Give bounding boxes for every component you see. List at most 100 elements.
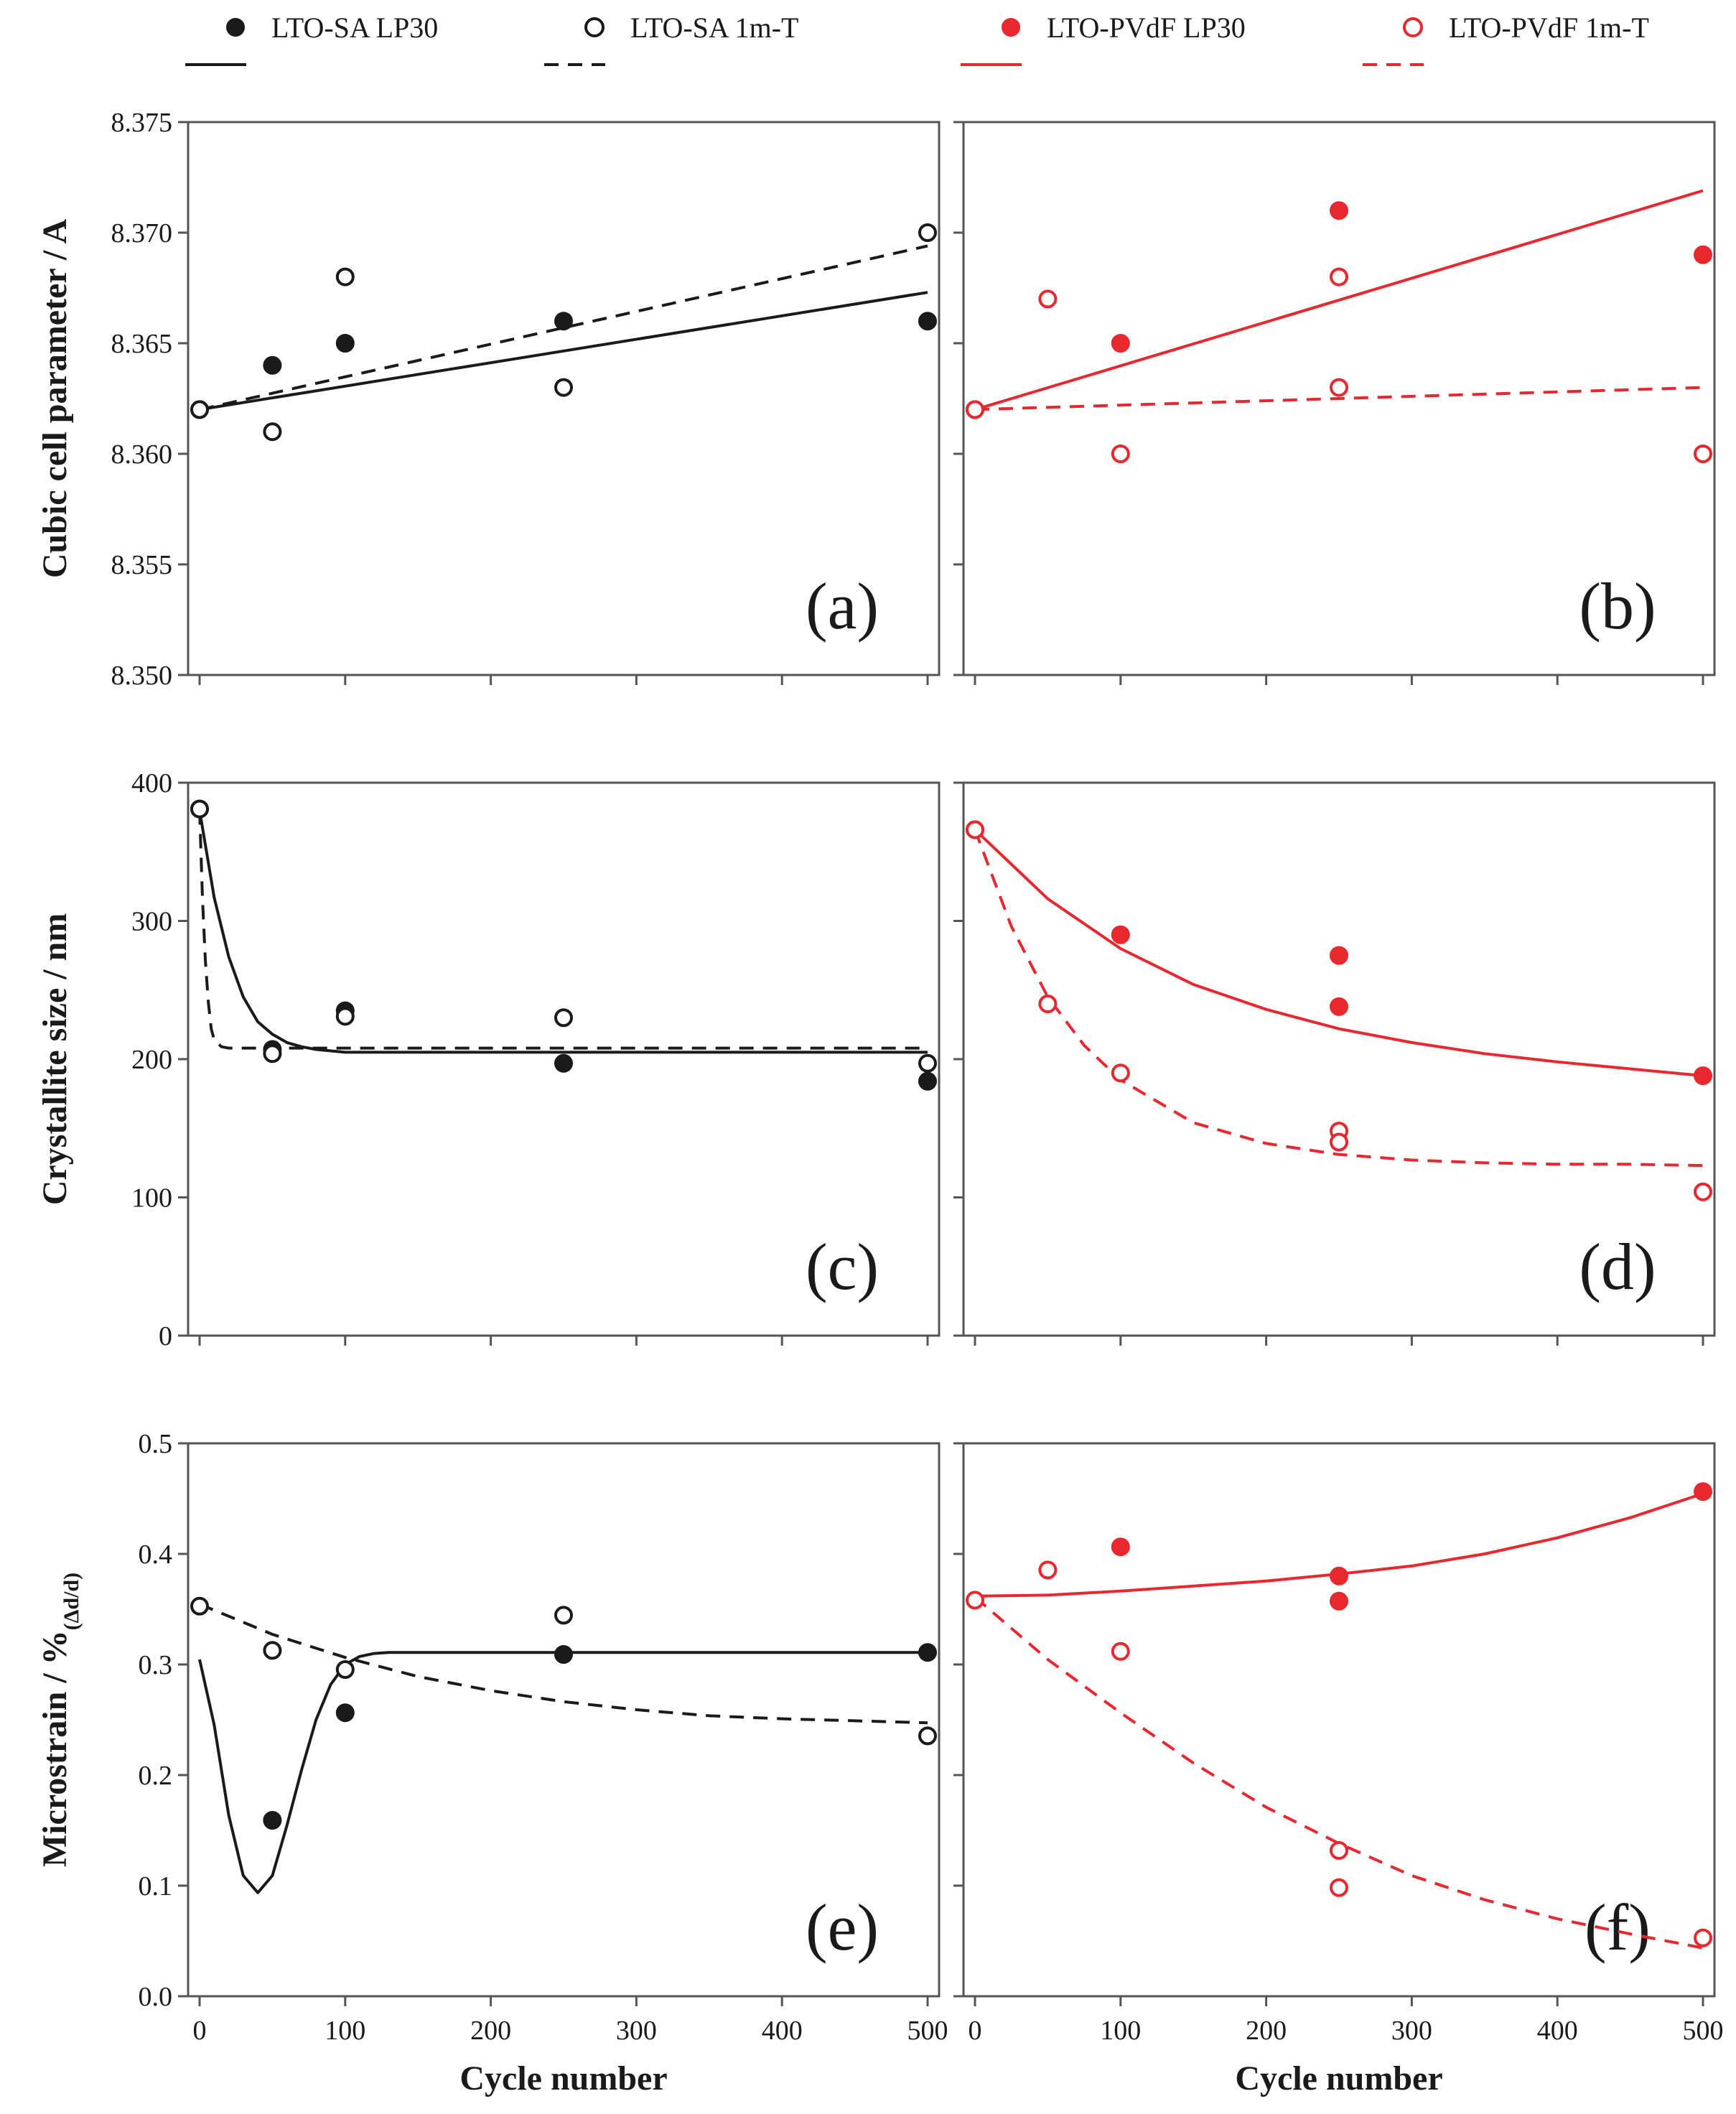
data-point (918, 1643, 937, 1662)
legend-marker (584, 17, 605, 37)
data-point (1694, 1482, 1712, 1501)
panel-b: (b) (953, 121, 1716, 685)
y-tick-label: 8.350 (111, 661, 173, 691)
x-tick-label: 400 (762, 2016, 803, 2046)
panel-label: (a) (806, 569, 879, 643)
data-point (554, 1606, 573, 1625)
x-tick-label: 300 (616, 2016, 657, 2046)
data-point (918, 223, 937, 242)
data-point (554, 1645, 573, 1664)
data-point (190, 400, 209, 419)
data-point (1330, 201, 1348, 220)
panel-label: (b) (1579, 569, 1656, 643)
data-point (1038, 289, 1058, 309)
legend-item-lto-pvdf-1m-t: LTO-PVdF 1m-T (1363, 11, 1649, 66)
data-point (335, 1703, 355, 1723)
data-point (1694, 1182, 1712, 1201)
series-lto-pvdf-1m-t (966, 820, 1712, 1201)
data-point (918, 1726, 937, 1746)
data-point (918, 1071, 937, 1091)
panel-label: (f) (1585, 1891, 1651, 1964)
fit-line (974, 189, 1704, 411)
legend-item-lto-pvdf-lp30: LTO-PVdF LP30 (961, 11, 1246, 66)
data-point (190, 1596, 209, 1616)
data-point (1694, 1066, 1712, 1086)
data-point (918, 1053, 937, 1073)
data-point (1330, 997, 1348, 1016)
data-point (335, 1007, 355, 1026)
y-tick-label: 400 (131, 768, 172, 798)
y-axis-label: Microstrain / %(Δd/d) (36, 1573, 83, 1867)
series-lto-sa-1m-t (190, 223, 937, 442)
y-tick-label: 8.365 (111, 329, 173, 359)
y-tick-label: 0.4 (139, 1540, 173, 1570)
x-tick-label: 100 (325, 2016, 365, 2046)
fit-line (199, 1603, 928, 1725)
data-point (1111, 925, 1130, 944)
y-tick-label: 200 (131, 1045, 172, 1075)
x-axis-label: Cycle number (1235, 2059, 1442, 2097)
data-point (1038, 1560, 1058, 1580)
panel-c: 0 100 200 300 400 Crystallite size / nm (c) (36, 768, 941, 1351)
data-point (335, 267, 355, 287)
y-tick-label: 8.360 (111, 439, 173, 470)
data-point (1111, 1063, 1130, 1083)
legend-label: LTO-PVdF 1m-T (1449, 11, 1649, 44)
x-tick-label: 200 (1246, 2016, 1287, 2046)
fit-line (974, 828, 1704, 1078)
data-point (335, 334, 355, 353)
y-tick-label: 300 (131, 907, 172, 937)
data-point (1330, 1841, 1348, 1860)
series-lto-sa-lp30 (198, 1643, 937, 1894)
y-tick-label: 0.3 (139, 1650, 173, 1680)
fit-line (198, 810, 928, 1050)
y-tick-label: 100 (131, 1183, 172, 1214)
y-tick-label: 0.2 (139, 1761, 173, 1791)
data-point (918, 312, 937, 331)
data-point (1694, 444, 1712, 463)
fit-line (974, 1596, 1704, 1950)
legend-marker (1002, 18, 1020, 37)
data-point (966, 1591, 984, 1610)
data-point (554, 312, 573, 331)
panel-label: (c) (806, 1230, 879, 1303)
data-point (1111, 1642, 1130, 1661)
x-tick-label: 0 (193, 2016, 207, 2046)
y-tick-label: 8.355 (111, 550, 173, 580)
legend-item-lto-sa-lp30: LTO-SA LP30 (185, 11, 438, 66)
plot-frame (962, 1442, 1716, 1998)
panel-label: (e) (806, 1891, 879, 1964)
data-point (1694, 245, 1712, 264)
series-lto-sa-1m-t (190, 799, 937, 1073)
legend: LTO-SA LP30 LTO-SA 1m-T LTO-PVdF LP30 LTO-P… (185, 11, 1649, 66)
data-point (190, 799, 209, 819)
plot-frame (962, 121, 1716, 676)
x-tick-label: 300 (1391, 2016, 1432, 2046)
data-point (263, 355, 282, 375)
panel-e: 0.0 0.1 0.2 0.3 0.4 0.5 0 100 200 300 400 500 Cycle … (36, 1429, 948, 2097)
plot-frame (187, 1442, 941, 1998)
panel-f: 0 100 200 300 400 500 Cycle number (f) (953, 1442, 1724, 2097)
fit-line (199, 244, 928, 411)
y-tick-label: 0 (159, 1321, 172, 1351)
x-tick-label: 500 (1683, 2016, 1724, 2046)
fit-line (199, 291, 928, 411)
y-tick-label: 0.1 (139, 1871, 173, 1901)
legend-marker (1403, 17, 1423, 37)
x-tick-label: 500 (907, 2016, 948, 2046)
legend-label: LTO-SA LP30 (271, 11, 438, 44)
series-lto-sa-1m-t (190, 1596, 937, 1746)
data-point (1330, 1566, 1348, 1586)
chart-panels: 8.350 8.355 8.360 8.365 8.370 8.375 Cubic cell… (36, 108, 1724, 2097)
data-point (1111, 444, 1130, 463)
data-point (1330, 378, 1348, 397)
data-point (263, 1044, 282, 1063)
legend-item-lto-sa-1m-t: LTO-SA 1m-T (544, 11, 798, 66)
series-lto-pvdf-lp30 (974, 1482, 1712, 1611)
legend-label: LTO-SA 1m-T (630, 11, 798, 44)
y-tick-label: 8.370 (111, 218, 173, 248)
y-tick-label: 0.0 (139, 1982, 173, 2012)
data-point (263, 422, 282, 442)
series-lto-pvdf-lp30 (966, 820, 1712, 1086)
